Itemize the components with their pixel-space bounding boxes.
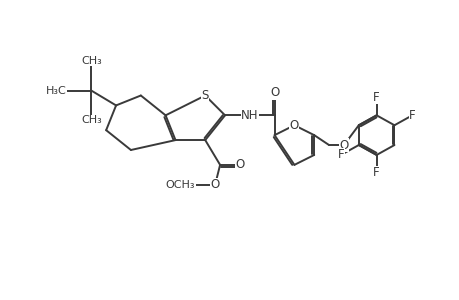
Text: F: F — [337, 148, 343, 161]
Text: OCH₃: OCH₃ — [165, 180, 195, 190]
Text: F: F — [408, 109, 414, 122]
Text: CH₃: CH₃ — [81, 115, 101, 125]
Text: O: O — [289, 119, 298, 132]
Text: CH₃: CH₃ — [81, 56, 101, 66]
Text: O: O — [339, 139, 348, 152]
Text: O: O — [235, 158, 244, 171]
Text: O: O — [269, 86, 279, 99]
Text: O: O — [210, 178, 219, 191]
Text: NH: NH — [241, 109, 258, 122]
Text: F: F — [373, 91, 379, 104]
Text: S: S — [201, 89, 208, 102]
Text: H₃C: H₃C — [46, 85, 67, 96]
Text: F: F — [373, 166, 379, 179]
